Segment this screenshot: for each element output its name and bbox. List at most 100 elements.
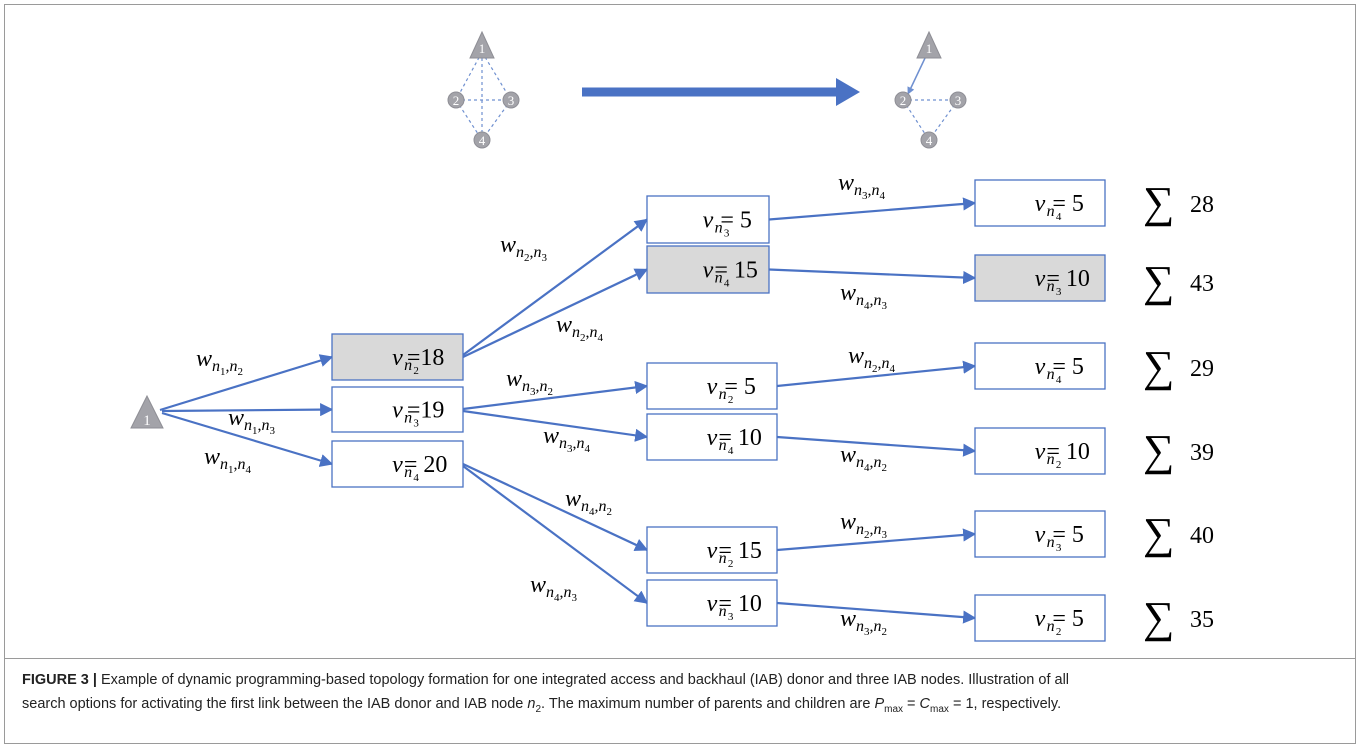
edge-index: n (572, 324, 580, 341)
caption-text: search options for activating the first … (22, 696, 528, 712)
node-index: n (1047, 618, 1055, 635)
iab-node (447, 91, 465, 109)
node-var: v (392, 452, 403, 478)
edge-label: wn4,n3 (530, 572, 578, 604)
edge-sep: , (868, 182, 872, 199)
edge-var: w (840, 280, 856, 306)
edge-from: 3 (864, 626, 870, 638)
edge (462, 409, 649, 442)
edge-index: n (212, 358, 220, 375)
caption-separator (4, 658, 1356, 659)
edge-to: 4 (246, 464, 252, 476)
edge-index: n (856, 618, 864, 635)
edge-index: n (590, 324, 598, 341)
node-var: v (1035, 266, 1046, 292)
edge-from: 4 (864, 462, 870, 474)
edge (462, 218, 649, 356)
caption-math: P (874, 696, 885, 712)
edge-index: n (864, 355, 872, 372)
iab-node (502, 91, 520, 109)
node-value: = 15 (718, 538, 762, 564)
edge-index: n (516, 244, 524, 261)
edge-sep: , (870, 618, 874, 635)
node-index: n (1047, 203, 1055, 220)
edge-index: n (540, 378, 548, 395)
node-box (646, 413, 778, 461)
sum-value: 28 (1190, 192, 1214, 218)
node-var: v (1035, 354, 1046, 380)
sum-value: 29 (1190, 356, 1214, 382)
sum-symbol: ∑ (1143, 593, 1174, 642)
figure-frame (4, 4, 1356, 744)
edge-label: wn3,n2 (840, 606, 887, 638)
edge-label: wn1,n3 (228, 405, 276, 437)
node-value: = 5 (1052, 191, 1084, 217)
edge-from: 3 (862, 190, 868, 202)
node-var: v (392, 398, 403, 424)
node-index: n (404, 357, 412, 374)
edge (462, 465, 649, 604)
node-box (646, 245, 770, 294)
edge-label: wn2,n4 (848, 343, 896, 375)
node-label: vn3= 10 (707, 591, 762, 623)
node-value: = 5 (724, 374, 756, 400)
edge-index: n (522, 378, 530, 395)
edge-from: 1 (228, 464, 234, 476)
edge-label: wn2,n4 (556, 312, 604, 344)
node-box (331, 386, 464, 433)
caption-line: search options for activating the first … (22, 696, 1342, 715)
edge-to: 4 (585, 443, 591, 455)
node-value: = 10 (1046, 266, 1090, 292)
edge-index: n (581, 498, 589, 515)
node-label: vn2= 5 (1035, 606, 1084, 638)
edge-from: 4 (864, 300, 870, 312)
node-number: 2 (900, 93, 907, 108)
node-var: v (1035, 439, 1046, 465)
node-sub: 2 (728, 558, 734, 570)
edge (161, 403, 334, 417)
edge-label: wn1,n2 (196, 346, 243, 378)
caption-math: C (919, 696, 931, 712)
edge-sep: , (536, 378, 540, 395)
node-var: v (707, 591, 718, 617)
edge-sep: , (878, 355, 882, 372)
edge-index: n (599, 498, 607, 515)
node-sub: 3 (1056, 286, 1062, 298)
caption-math: max (884, 703, 904, 715)
sum-symbol: ∑ (1143, 257, 1174, 306)
node-sub: 4 (413, 472, 419, 484)
node-sub: 3 (724, 228, 730, 240)
edge-to: 4 (598, 332, 604, 344)
edge-to: 2 (607, 506, 613, 518)
edge-from: 2 (524, 252, 530, 264)
edge-to: 3 (882, 529, 888, 541)
node-sub: 3 (728, 611, 734, 623)
edge-var: w (204, 444, 220, 470)
node-index: n (719, 603, 727, 620)
edge (462, 268, 649, 358)
caption-line: FIGURE 3 | Example of dynamic programmin… (22, 672, 1342, 688)
edge-to: 2 (882, 626, 888, 638)
edge-from: 4 (589, 506, 595, 518)
node-var: v (1035, 522, 1046, 548)
edge-from: 4 (554, 592, 560, 604)
edge-index: n (230, 358, 238, 375)
edge-var: w (543, 423, 559, 449)
edge-var: w (838, 170, 854, 196)
donor-triangle (130, 394, 164, 429)
node-index: n (404, 464, 412, 481)
node-value: =18 (407, 345, 445, 371)
node-box (974, 427, 1106, 475)
edge (159, 354, 334, 412)
edge-sep: , (586, 324, 590, 341)
node-box (974, 254, 1106, 302)
node-var: v (707, 538, 718, 564)
node-box (974, 510, 1106, 558)
sum-value: 39 (1190, 440, 1214, 466)
node-var: v (392, 345, 403, 371)
edge (776, 435, 977, 457)
edge-to: 3 (572, 592, 578, 604)
node-box (331, 333, 464, 381)
node-index: n (715, 270, 723, 287)
node-value: = 5 (1052, 522, 1084, 548)
